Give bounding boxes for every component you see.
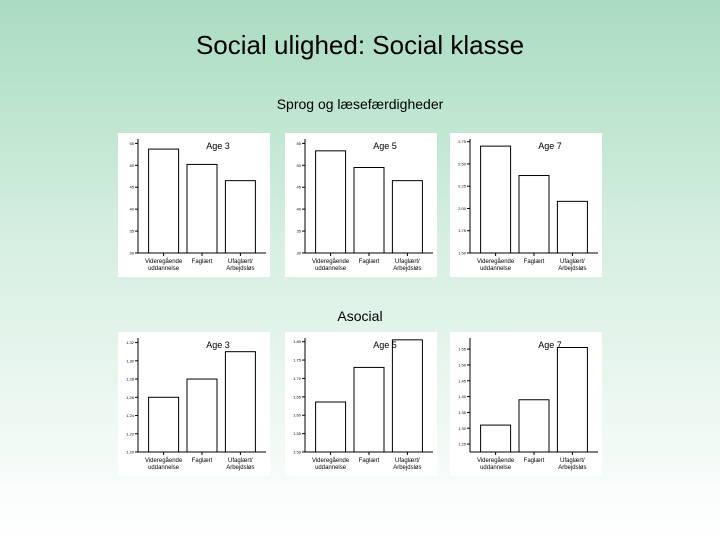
chart-language-age7: 1.50 1.75 2.00 2.25 2.50 2.75 Videregående udda… <box>450 133 602 277</box>
category-label: Faglært <box>359 458 380 464</box>
bar <box>315 401 347 453</box>
y-tick-label: 2.25 <box>458 184 467 189</box>
chart-asocial-age3: 1.20 1.22 1.24 1.26 1.28 1.30 1.32 Videregående… <box>118 332 270 476</box>
y-tick-label: 50 <box>297 163 302 168</box>
category-label: Videregående uddannelse <box>312 457 350 471</box>
chart-svg: 1.50 1.75 2.00 2.25 2.50 2.75 Videregående udda… <box>458 139 598 272</box>
bar <box>518 399 550 453</box>
y-tick-label: 2.50 <box>458 161 467 166</box>
y-tick-label: 1.26 <box>126 395 135 400</box>
chart-svg: 1.50 1.55 1.60 1.65 1.70 1.75 1.80 Videregående… <box>293 338 433 471</box>
y-tick-label: 1.75 <box>458 228 467 233</box>
bar <box>148 396 180 453</box>
y-tick-label: 1.20 <box>126 450 135 455</box>
category-label: Videregående uddannelse <box>477 258 515 272</box>
category-label: Faglært <box>524 259 545 265</box>
y-tick-label: 1.25 <box>458 442 467 447</box>
chart-title: Age 3 <box>206 141 230 151</box>
y-tick-label: 1.55 <box>293 431 302 436</box>
y-tick-label: 50 <box>130 163 135 168</box>
bar <box>186 378 218 453</box>
bar <box>353 167 385 254</box>
bar <box>148 148 180 254</box>
category-label: Ufaglært/Arbejdsløs <box>558 259 586 272</box>
chart-title: Age 3 <box>206 340 230 350</box>
category-label: Videregående uddannelse <box>145 457 183 471</box>
category-label: Ufaglært/Arbejdsløs <box>393 259 421 272</box>
chart-title: Age 7 <box>538 141 562 151</box>
chart-title: Age 7 <box>538 340 562 350</box>
y-tick-label: 55 <box>297 141 302 146</box>
category-label: Videregående uddannelse <box>477 457 515 471</box>
y-tick-label: 1.75 <box>293 358 302 363</box>
category-label: Faglært <box>359 259 380 265</box>
y-tick-label: 55 <box>130 141 135 146</box>
chart-title: Age 5 <box>373 141 397 151</box>
y-tick-label: 1.28 <box>126 377 135 382</box>
y-tick-label: 1.30 <box>458 426 467 431</box>
y-tick-label: 45 <box>297 185 302 190</box>
y-tick-label: 1.35 <box>458 410 467 415</box>
bar <box>186 163 218 254</box>
category-label: Videregående uddannelse <box>312 258 350 272</box>
chart-language-age5: 30 35 40 45 50 55 Videregående uddannelse Faglær… <box>285 133 437 277</box>
chart-asocial-age7: 1.25 1.30 1.35 1.40 1.45 1.50 1.55 Videregående… <box>450 332 602 476</box>
category-label: Ufaglært/Arbejdsløs <box>558 458 586 471</box>
y-tick-label: 2.75 <box>458 139 467 144</box>
category-label: Faglært <box>524 458 545 464</box>
category-label: Videregående uddannelse <box>145 258 183 272</box>
category-label: Faglært <box>192 458 213 464</box>
y-tick-label: 1.50 <box>458 362 467 367</box>
bar <box>518 175 550 254</box>
y-tick-label: 40 <box>130 207 135 212</box>
y-tick-label: 1.55 <box>458 347 467 352</box>
bar <box>391 339 423 453</box>
section-title-language: Sprog og læsefærdigheder <box>276 96 444 112</box>
bar <box>315 150 347 254</box>
y-tick-label: 30 <box>130 251 135 256</box>
y-tick-label: 1.80 <box>293 339 302 344</box>
y-tick-label: 1.40 <box>458 394 467 399</box>
y-tick-label: 1.30 <box>126 358 135 363</box>
chart-asocial-age5: 1.50 1.55 1.60 1.65 1.70 1.75 1.80 Videregående… <box>285 332 437 476</box>
page-title: Social ulighed: Social klasse <box>195 30 525 60</box>
bar <box>480 424 512 453</box>
section-title-asocial: Asocial <box>337 308 383 324</box>
bar <box>556 347 588 453</box>
y-tick-label: 1.32 <box>126 340 135 345</box>
bar <box>224 180 256 254</box>
chart-svg: 1.25 1.30 1.35 1.40 1.45 1.50 1.55 Videregående… <box>458 338 598 471</box>
bar <box>556 200 588 254</box>
y-tick-label: 1.65 <box>293 394 302 399</box>
y-tick-label: 2.00 <box>458 206 467 211</box>
bar <box>353 366 385 453</box>
chart-svg: 30 35 40 45 50 55 Videregående uddannelse Faglær… <box>297 139 433 272</box>
bar <box>480 145 512 254</box>
chart-title: Age 5 <box>373 340 397 350</box>
y-tick-label: 1.22 <box>126 431 135 436</box>
category-label: Ufaglært/Arbejdsløs <box>393 458 421 471</box>
category-label: Faglært <box>192 259 213 265</box>
bar <box>224 351 256 453</box>
y-tick-label: 35 <box>130 229 135 234</box>
bar <box>391 180 423 254</box>
y-tick-label: 40 <box>297 207 302 212</box>
y-tick-label: 45 <box>130 185 135 190</box>
chart-svg: 1.20 1.22 1.24 1.26 1.28 1.30 1.32 Videregående… <box>126 338 266 471</box>
y-tick-label: 1.60 <box>293 413 302 418</box>
y-tick-label: 1.50 <box>458 251 467 256</box>
y-tick-label: 1.50 <box>293 450 302 455</box>
y-tick-label: 1.70 <box>293 376 302 381</box>
category-label: Ufaglært/Arbejdsløs <box>226 259 254 272</box>
chart-language-age3: 30 35 40 45 50 55 Videregående uddannelse Faglær… <box>118 133 270 277</box>
y-tick-label: 1.45 <box>458 378 467 383</box>
category-label: Ufaglært/Arbejdsløs <box>226 458 254 471</box>
y-tick-label: 1.24 <box>126 413 135 418</box>
y-tick-label: 30 <box>297 251 302 256</box>
y-tick-label: 35 <box>297 229 302 234</box>
chart-svg: 30 35 40 45 50 55 Videregående uddannelse Faglær… <box>130 139 266 272</box>
